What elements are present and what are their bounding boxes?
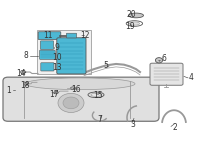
FancyBboxPatch shape [41,63,54,71]
Ellipse shape [25,78,135,90]
Text: 17: 17 [49,90,59,99]
Text: 11: 11 [43,31,53,40]
FancyBboxPatch shape [66,33,77,38]
FancyBboxPatch shape [38,32,61,40]
Ellipse shape [54,91,58,94]
Text: 6: 6 [162,54,166,63]
Circle shape [58,93,84,112]
Text: 15: 15 [93,91,103,100]
Circle shape [155,58,163,63]
Circle shape [24,82,28,85]
Text: 20: 20 [126,10,136,19]
Text: 1: 1 [6,86,11,95]
Text: 7: 7 [98,115,102,124]
Text: 13: 13 [52,63,62,72]
Ellipse shape [129,22,140,25]
Ellipse shape [128,13,144,18]
FancyBboxPatch shape [57,38,86,74]
Text: 18: 18 [20,81,30,90]
Text: 3: 3 [131,120,135,129]
Text: 19: 19 [125,22,135,31]
Text: 16: 16 [71,85,81,94]
Text: 8: 8 [24,51,28,60]
Text: 14: 14 [16,69,26,78]
FancyBboxPatch shape [3,77,159,121]
Ellipse shape [70,87,76,90]
FancyBboxPatch shape [40,41,54,49]
Ellipse shape [91,93,101,96]
FancyBboxPatch shape [40,50,55,59]
Text: 12: 12 [80,31,90,40]
Text: 5: 5 [104,61,108,70]
Text: 9: 9 [55,42,59,52]
Text: 2: 2 [173,123,177,132]
FancyBboxPatch shape [150,63,183,85]
Text: 10: 10 [52,53,62,62]
Text: 4: 4 [189,73,193,82]
Circle shape [63,97,79,109]
Circle shape [21,70,25,74]
FancyBboxPatch shape [37,30,91,74]
